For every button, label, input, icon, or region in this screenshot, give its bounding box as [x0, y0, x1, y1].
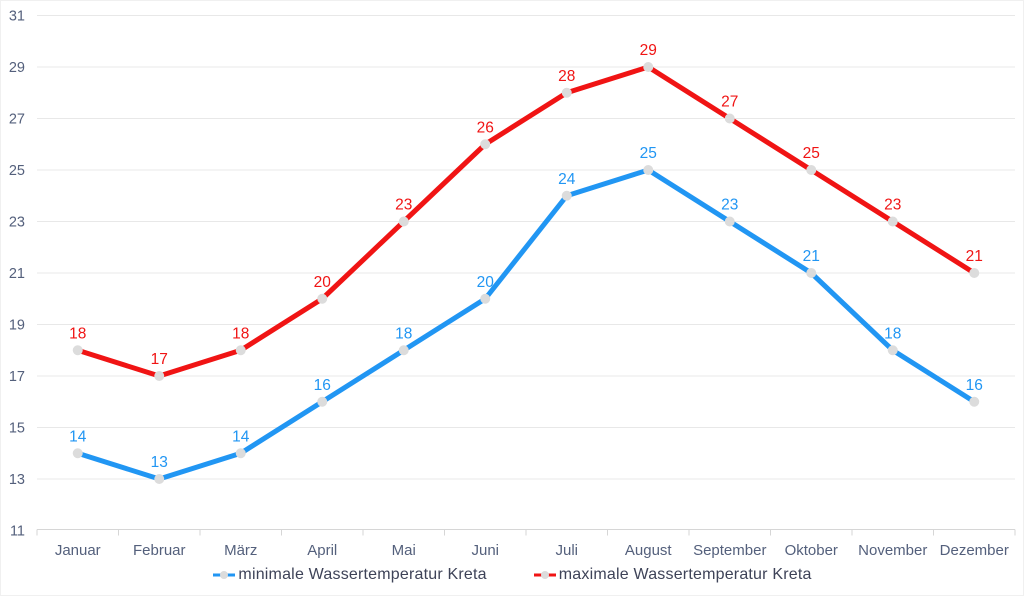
x-axis-label: Dezember	[940, 542, 1009, 559]
data-point-label: 14	[69, 428, 87, 445]
y-axis-label: 15	[9, 421, 25, 437]
y-axis-label: 27	[9, 112, 25, 128]
data-point-label: 26	[477, 119, 494, 136]
data-point-marker	[806, 165, 817, 175]
x-axis-label: September	[693, 542, 766, 559]
chart-legend: minimale Wassertemperatur Kreta maximale…	[1, 566, 1023, 584]
x-axis-label: Juni	[471, 542, 499, 559]
data-point-marker	[235, 345, 246, 356]
x-axis-label: August	[625, 542, 673, 559]
y-axis-label: 19	[9, 318, 25, 334]
legend-line-marker-icon	[533, 571, 556, 579]
data-point-marker	[154, 474, 165, 484]
data-point-label: 25	[640, 145, 657, 162]
data-point-label: 18	[69, 325, 86, 342]
legend-label-max-temp: maximale Wassertemperatur Kreta	[558, 566, 812, 583]
data-point-label: 20	[314, 274, 332, 291]
data-point-marker	[154, 371, 165, 381]
y-axis-label: 13	[9, 472, 25, 488]
data-point-label: 18	[884, 325, 901, 342]
data-point-label: 13	[151, 454, 168, 471]
data-point-marker	[806, 268, 817, 278]
data-point-marker	[969, 396, 980, 407]
data-point-marker	[561, 87, 572, 98]
data-point-label: 20	[477, 274, 495, 291]
legend-item-min-temp: minimale Wassertemperatur Kreta	[212, 566, 487, 584]
y-axis-label: 31	[9, 9, 25, 25]
data-point-label: 25	[803, 145, 820, 162]
legend-line-marker-icon	[213, 571, 236, 579]
x-axis-label: Oktober	[785, 542, 838, 559]
legend-label-min-temp: minimale Wassertemperatur Kreta	[238, 566, 487, 583]
data-point-marker	[561, 190, 572, 201]
x-axis-label: April	[307, 542, 337, 559]
data-point-label: 18	[232, 325, 249, 342]
x-axis-label: März	[224, 542, 257, 559]
data-point-marker	[969, 268, 980, 278]
data-point-label: 23	[395, 197, 412, 214]
data-point-marker	[72, 448, 83, 459]
y-axis-label: 21	[9, 266, 25, 282]
data-point-marker	[643, 62, 654, 72]
data-point-label: 23	[721, 197, 738, 214]
data-point-marker	[317, 396, 328, 407]
data-point-marker	[887, 345, 898, 356]
data-point-label: 23	[884, 197, 901, 214]
data-point-label: 28	[558, 68, 575, 85]
data-point-label: 18	[395, 325, 412, 342]
data-point-marker	[72, 345, 83, 356]
x-axis-label: Januar	[55, 542, 101, 559]
data-point-marker	[480, 139, 491, 150]
x-axis-label: Juli	[555, 542, 578, 559]
data-point-marker	[317, 293, 328, 304]
data-point-marker	[398, 345, 409, 356]
x-axis-label: Februar	[133, 542, 186, 559]
data-point-marker	[887, 216, 898, 227]
data-point-label: 24	[558, 171, 576, 188]
data-point-label: 21	[803, 248, 820, 265]
data-point-label: 29	[640, 42, 657, 59]
series-line	[75, 64, 977, 379]
series-line	[75, 167, 977, 482]
data-point-label: 21	[966, 248, 983, 265]
y-axis-label: 17	[9, 369, 25, 385]
data-point-marker	[724, 113, 735, 124]
data-point-label: 27	[721, 94, 738, 111]
data-point-label: 14	[232, 428, 250, 445]
data-point-label: 16	[966, 377, 983, 394]
data-point-marker	[235, 448, 246, 459]
y-axis-label: 29	[9, 60, 25, 76]
x-axis-label: Mai	[392, 542, 416, 559]
y-axis-label: 23	[9, 215, 25, 231]
data-point-label: 16	[314, 377, 331, 394]
x-axis-label: November	[858, 542, 927, 559]
data-point-marker	[480, 293, 491, 304]
data-point-marker	[398, 216, 409, 227]
data-point-label: 17	[151, 351, 168, 368]
legend-item-max-temp: maximale Wassertemperatur Kreta	[533, 566, 812, 584]
data-point-marker	[643, 165, 654, 175]
y-axis-label: 11	[10, 524, 25, 540]
data-point-marker	[724, 216, 735, 227]
y-axis-label: 25	[9, 163, 25, 179]
